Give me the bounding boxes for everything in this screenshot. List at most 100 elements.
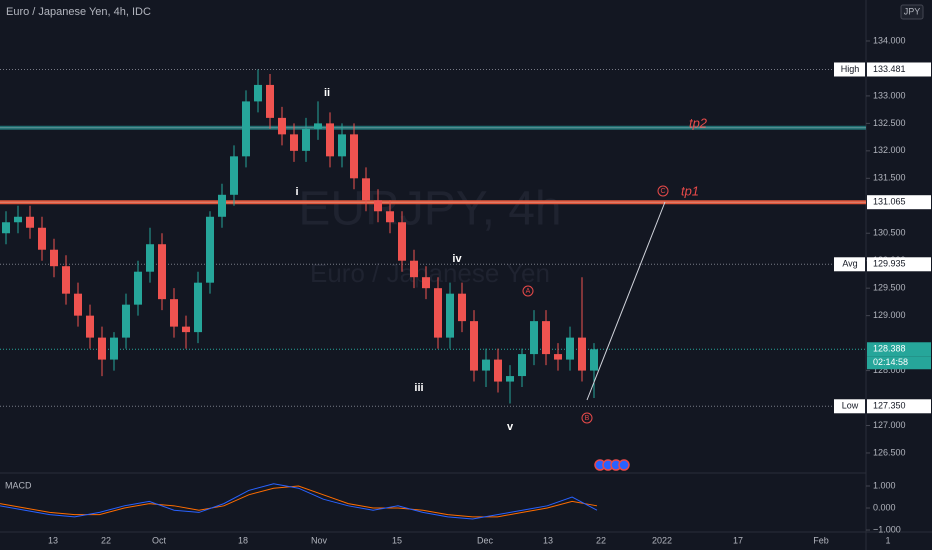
wave-label: i: [295, 186, 298, 198]
y-tick-label: 130.500: [873, 228, 906, 238]
x-tick-label: 17: [733, 535, 743, 545]
candle-body: [86, 315, 94, 338]
candle-body: [158, 244, 166, 300]
candle-body: [62, 266, 70, 294]
wave-circle: [657, 185, 669, 197]
wave-circle: [522, 285, 534, 297]
candle-body: [590, 349, 598, 371]
level-name-tag: [834, 257, 865, 272]
price-tag-label: 131.065: [873, 197, 906, 207]
y-tick-label: 131.500: [873, 173, 906, 183]
x-tick-label: 1: [885, 535, 890, 545]
projection-line: [586, 201, 666, 401]
candle-body: [110, 337, 118, 360]
y-tick-label: 134.000: [873, 35, 906, 45]
wave-label: tp1: [681, 183, 699, 198]
candle-body: [278, 117, 286, 135]
level-name: Low: [842, 401, 859, 411]
candle-body: [266, 84, 274, 118]
price-tag: [867, 257, 931, 272]
x-tick-label: Feb: [813, 535, 829, 545]
candle-body: [74, 293, 82, 316]
candle-body: [182, 326, 190, 333]
x-tick-label: Dec: [477, 535, 494, 545]
y-tick-label: 133.000: [873, 90, 906, 100]
candle-body: [14, 216, 22, 223]
candle-body: [26, 216, 34, 228]
price-tag: [867, 342, 931, 357]
candle-body: [506, 376, 514, 382]
candle-body: [542, 321, 550, 355]
candle-body: [482, 359, 490, 371]
x-tick-label: 18: [238, 535, 248, 545]
candle-body: [578, 337, 586, 371]
level-name: Avg: [842, 259, 857, 269]
timer-tag: [867, 356, 931, 370]
y-tick-label: 132.000: [873, 145, 906, 155]
y-tick-label: 126.500: [873, 447, 906, 457]
candle-body: [398, 222, 406, 261]
macd-y-tick-label: 0.000: [873, 502, 896, 512]
candle-body: [314, 123, 322, 129]
x-tick-label: 22: [596, 535, 606, 545]
price-tag-label: 129.935: [873, 259, 906, 269]
wave-label: v: [507, 421, 514, 433]
candle-body: [518, 354, 526, 377]
macd-line: [0, 483, 598, 520]
x-tick-label: 13: [543, 535, 553, 545]
y-tick-label: 127.000: [873, 420, 906, 430]
candle-body: [434, 288, 442, 338]
y-tick-label: 132.500: [873, 118, 906, 128]
candle-body: [566, 337, 574, 360]
symbol-title: Euro / Japanese Yen, 4h, IDC: [6, 6, 151, 18]
candle-body: [422, 277, 430, 289]
price-tag-label: 133.481: [873, 64, 906, 74]
candle-body: [50, 249, 58, 267]
candle-body: [386, 211, 394, 223]
candle-body: [554, 354, 562, 360]
candle-body: [122, 304, 130, 338]
price-tag: [867, 195, 931, 210]
level-name-tag: [834, 399, 865, 414]
macd-y-tick-label: 1.000: [873, 480, 896, 490]
macd-line: [0, 485, 598, 518]
macd-title: MACD: [5, 480, 32, 490]
candle-body: [230, 156, 238, 195]
candle-body: [146, 244, 154, 272]
candle-body: [362, 178, 370, 201]
candle-body: [242, 101, 250, 157]
x-tick-label: Nov: [311, 535, 328, 545]
price-tag: [867, 62, 931, 77]
macd-y-tick-label: −1.000: [873, 524, 901, 534]
currency[interactable]: JPY: [904, 6, 921, 16]
candle-body: [326, 123, 334, 157]
candle-body: [530, 321, 538, 355]
wave-label: B: [585, 415, 590, 422]
x-tick-label: 15: [392, 535, 402, 545]
wave-label: iii: [414, 382, 423, 394]
candle-body: [38, 227, 46, 250]
y-tick-label: 128.000: [873, 365, 906, 375]
candle-body: [254, 84, 262, 102]
candle-body: [338, 134, 346, 157]
candle-body: [194, 282, 202, 333]
candle-body: [410, 260, 418, 278]
level-name-tag: [834, 62, 865, 77]
candle-body: [302, 128, 310, 151]
wave-label: iv: [452, 253, 462, 265]
wave-label: ii: [324, 87, 330, 99]
candle-body: [458, 293, 466, 322]
x-tick-label: 2022: [652, 535, 672, 545]
wave-label: tp2: [689, 115, 708, 130]
currency-box[interactable]: [900, 4, 924, 20]
price-tag: [867, 399, 931, 414]
x-tick-label: 13: [48, 535, 58, 545]
x-tick-label: 22: [101, 535, 111, 545]
candle-body: [350, 134, 358, 179]
candle-body: [170, 299, 178, 327]
price-tag-label: 128.388: [873, 344, 906, 354]
wave-label: C: [660, 188, 665, 195]
level-name: High: [841, 64, 860, 74]
